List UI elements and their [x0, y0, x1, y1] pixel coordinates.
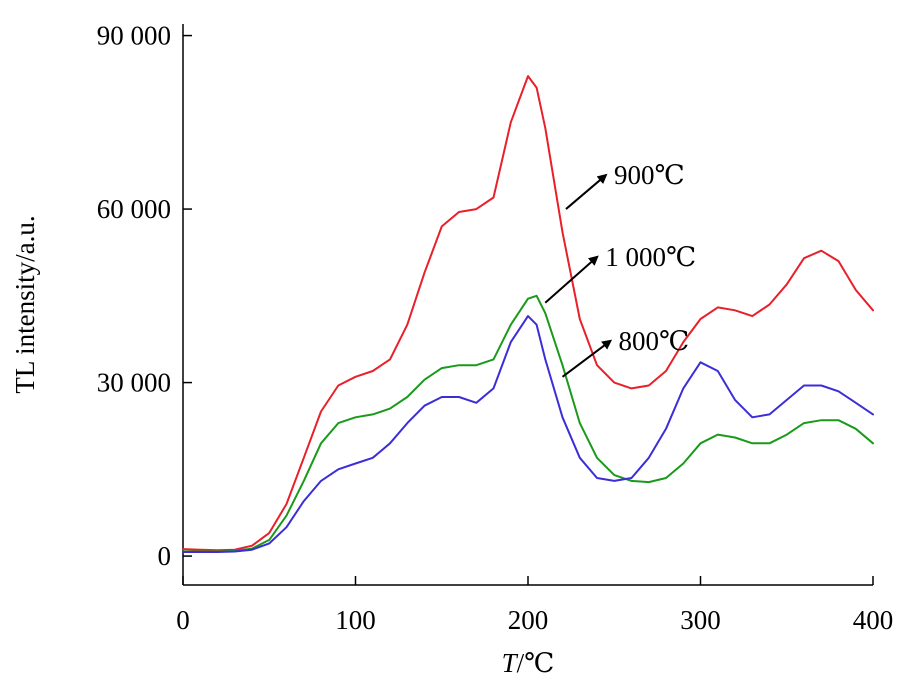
x-tick-label: 400: [853, 605, 894, 635]
y-tick-label: 30 000: [97, 368, 171, 398]
x-axis-label-unit: /℃: [517, 648, 555, 678]
x-tick-label: 0: [176, 605, 190, 635]
x-tick-label: 300: [680, 605, 721, 635]
series-line-1000: [182, 294, 874, 553]
series-line-900: [182, 75, 874, 552]
annotation-arrow: [561, 339, 613, 378]
y-tick-label: 90 000: [97, 21, 171, 51]
annotation-label: 800℃: [619, 326, 690, 356]
annotation-arrow: [544, 255, 599, 304]
y-ticks: 0 30 000 60 000 90 000: [97, 21, 192, 571]
annotation-layer: 900℃ 1 000℃ 800℃: [544, 160, 696, 378]
annotation-label: 1 000℃: [605, 242, 696, 272]
x-tick-label: 200: [508, 605, 549, 635]
x-ticks: 0 100 200 300 400: [176, 576, 893, 635]
x-axis-label-var: T: [502, 648, 519, 678]
x-axis-label: T/℃: [502, 648, 555, 678]
y-tick-label: 60 000: [97, 194, 171, 224]
x-tick-label: 100: [335, 605, 376, 635]
series-layer: [182, 75, 874, 553]
y-axis-label: TL intensity/a.u.: [10, 215, 40, 393]
series-line-800: [182, 315, 874, 553]
y-tick-label: 0: [158, 541, 172, 571]
annotation-label: 900℃: [614, 160, 685, 190]
annotation-arrow: [565, 173, 608, 210]
